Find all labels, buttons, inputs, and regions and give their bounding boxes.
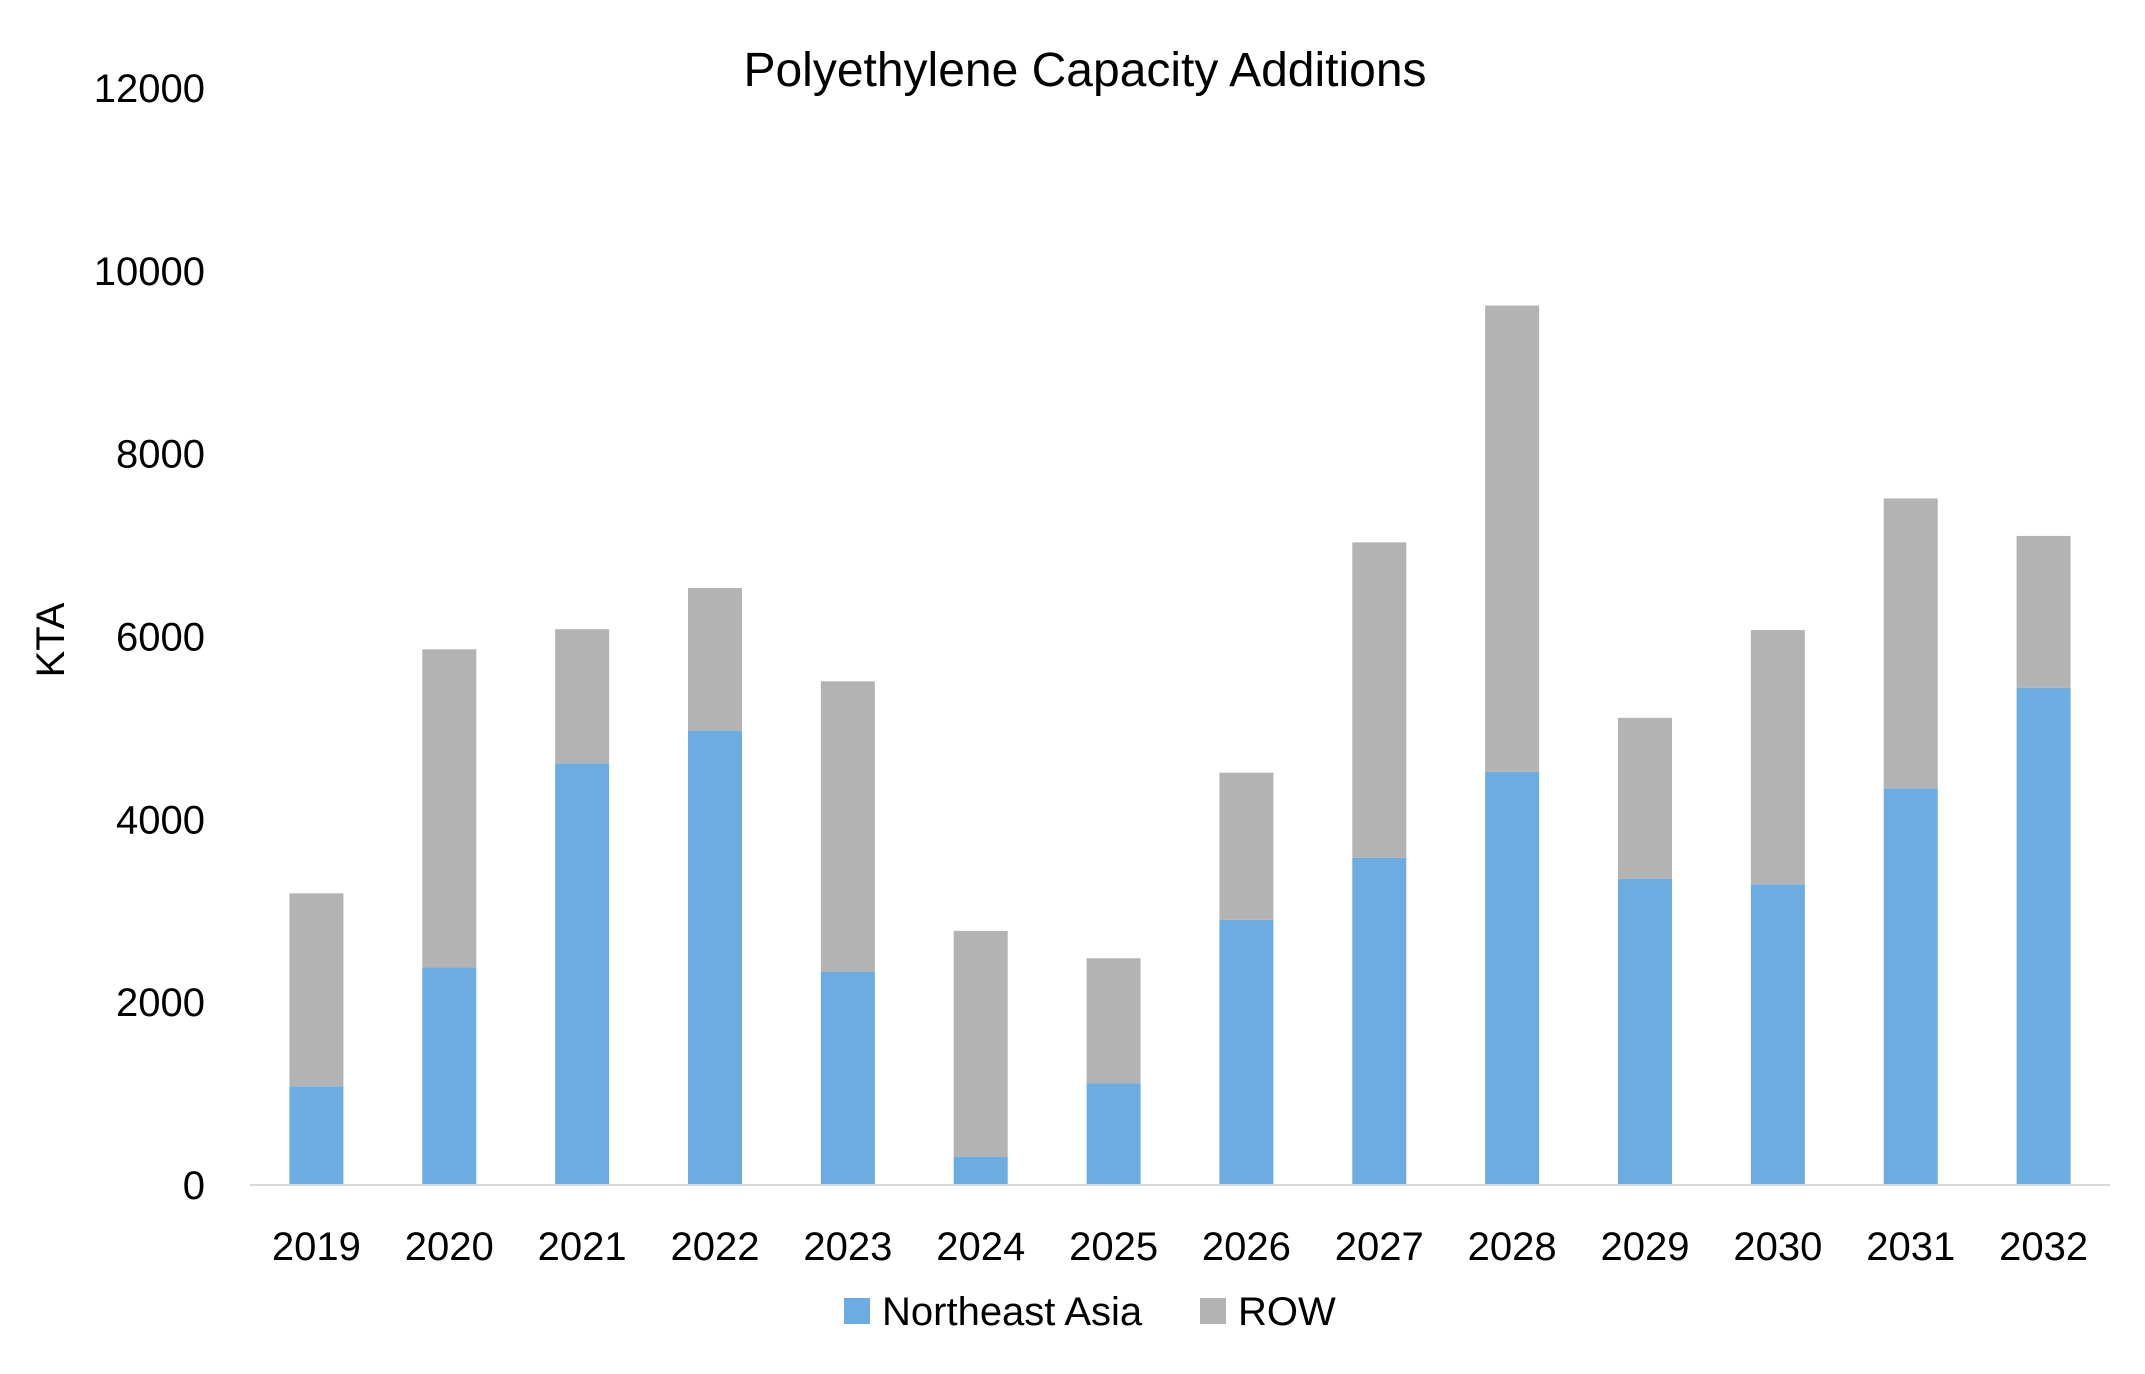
x-tick-label: 2019 (272, 1225, 361, 1269)
bar-row-2019 (289, 893, 344, 1087)
bar-row-2024 (953, 930, 1008, 1157)
x-axis-ticks: 2019 2020 2021 2022 2023 2024 2025 2026 2027 2028… (272, 1225, 2088, 1269)
x-tick-label: 2028 (1468, 1225, 1557, 1269)
x-tick-label: 2020 (405, 1225, 494, 1269)
bar-row-2023 (820, 681, 875, 972)
x-tick-label: 2022 (671, 1225, 760, 1269)
bar-northeast-asia-2020 (422, 967, 477, 1185)
x-tick-label: 2021 (538, 1225, 627, 1269)
bar-row-2032 (2016, 535, 2071, 688)
y-axis-title: KTA (29, 602, 73, 677)
bar-northeast-asia-2025 (1086, 1083, 1141, 1185)
x-tick-label: 2032 (1999, 1225, 2088, 1269)
x-tick-label: 2027 (1335, 1225, 1424, 1269)
x-tick-label: 2026 (1202, 1225, 1291, 1269)
bar-row-2031 (1883, 498, 1938, 789)
bars (289, 305, 2071, 1185)
bar-row-2022 (688, 588, 742, 731)
y-tick-label: 2000 (116, 981, 205, 1025)
legend: Northeast Asia ROW (844, 1290, 1336, 1334)
bar-northeast-asia-2026 (1219, 919, 1274, 1185)
bar-row-2020 (422, 649, 477, 968)
bar-northeast-asia-2030 (1750, 884, 1805, 1185)
bar-northeast-asia-2024 (953, 1156, 1008, 1185)
bar-northeast-asia-2029 (1618, 878, 1672, 1185)
bar-northeast-asia-2022 (688, 730, 742, 1185)
y-tick-label: 12000 (94, 67, 205, 111)
x-tick-label: 2025 (1069, 1225, 1158, 1269)
bar-northeast-asia-2021 (555, 763, 610, 1185)
x-tick-label: 2023 (803, 1225, 892, 1269)
bar-northeast-asia-2031 (1883, 788, 1938, 1185)
legend-northeast-asia-label: Northeast Asia (882, 1290, 1143, 1334)
bar-row-2029 (1618, 717, 1672, 879)
bar-row-2025 (1086, 958, 1141, 1084)
y-tick-label: 0 (183, 1164, 205, 1208)
bar-northeast-asia-2019 (289, 1086, 344, 1185)
y-tick-label: 10000 (94, 250, 205, 294)
y-tick-label: 6000 (116, 616, 205, 660)
bar-northeast-asia-2032 (2016, 687, 2071, 1185)
bar-northeast-asia-2027 (1352, 857, 1407, 1185)
x-tick-label: 2029 (1601, 1225, 1690, 1269)
legend-row-label: ROW (1238, 1290, 1336, 1334)
x-tick-label: 2030 (1733, 1225, 1822, 1269)
bar-northeast-asia-2028 (1485, 771, 1540, 1185)
legend-northeast-asia-swatch (844, 1298, 870, 1324)
bar-row-2027 (1352, 542, 1407, 858)
bar-row-2030 (1750, 630, 1805, 885)
bar-northeast-asia-2023 (820, 971, 875, 1185)
bar-row-2026 (1219, 772, 1274, 920)
bar-row-2021 (555, 629, 610, 764)
y-axis-ticks: 0 2000 4000 6000 8000 10000 12000 (94, 67, 205, 1208)
bar-row-2028 (1485, 305, 1540, 772)
y-tick-label: 4000 (116, 798, 205, 842)
chart-title: Polyethylene Capacity Additions (743, 44, 1426, 97)
x-tick-label: 2031 (1866, 1225, 1955, 1269)
legend-row-swatch (1200, 1298, 1226, 1324)
x-tick-label: 2024 (936, 1225, 1025, 1269)
y-tick-label: 8000 (116, 433, 205, 477)
